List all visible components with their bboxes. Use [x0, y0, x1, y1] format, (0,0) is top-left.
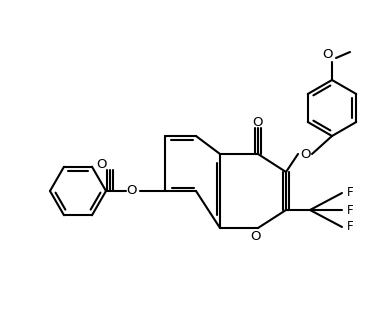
Text: O: O	[97, 157, 107, 171]
Text: F: F	[347, 187, 353, 199]
Text: O: O	[251, 230, 261, 242]
Text: O: O	[127, 184, 137, 197]
Text: O: O	[253, 115, 263, 129]
Text: F: F	[347, 220, 353, 234]
Text: O: O	[323, 48, 333, 60]
Text: O: O	[301, 148, 311, 160]
Text: F: F	[347, 203, 353, 216]
